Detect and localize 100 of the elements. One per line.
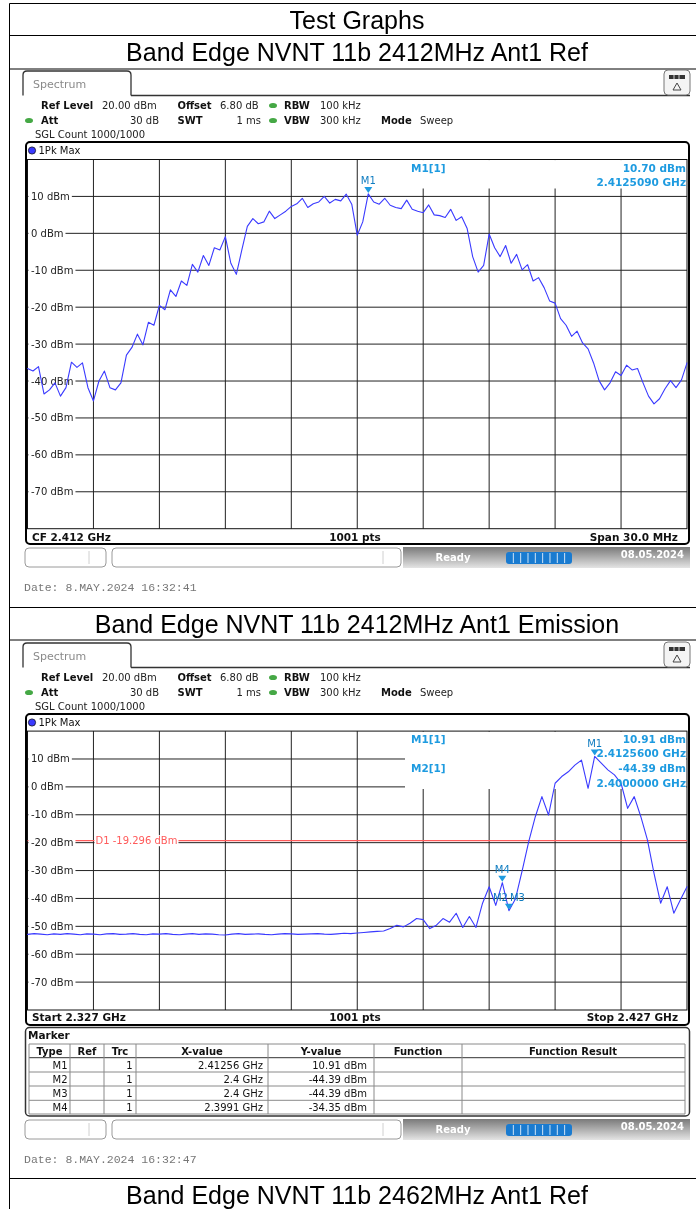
chart-subtitle: Band Edge NVNT 11b 2412MHz Ant1 Ref xyxy=(126,38,588,66)
y-tick-label: 0 dBm xyxy=(31,781,64,793)
text: X-value xyxy=(181,1045,224,1057)
text: 1 ms xyxy=(236,114,261,126)
text: 2.41256 GHz xyxy=(197,1059,263,1071)
text: 1 ms xyxy=(236,686,261,698)
text: Trc xyxy=(111,1045,129,1057)
text: 1001 pts xyxy=(329,1010,381,1023)
annotation: 10.91 dBm xyxy=(622,732,687,745)
text: Stop 2.427 GHz xyxy=(586,1010,678,1023)
text: 6.80 dB xyxy=(220,671,259,683)
text: Function Result xyxy=(529,1045,618,1057)
text: 20.00 dBm xyxy=(102,99,157,111)
text: 300 kHz xyxy=(320,114,361,126)
text: SWT xyxy=(177,686,203,698)
text: -44.39 dBm xyxy=(308,1088,367,1099)
text: SGL Count 1000/1000 xyxy=(35,700,145,712)
text: Start 2.327 GHz xyxy=(32,1010,126,1023)
y-tick-label: -70 dBm xyxy=(31,486,74,498)
text: Ready xyxy=(435,552,471,563)
chart-title: Band Edge NVNT 11b 2412MHz Ant1 Emission xyxy=(94,609,620,638)
annotation: M1 xyxy=(360,175,376,186)
text: VBW xyxy=(284,686,310,698)
text: SWT xyxy=(177,114,203,126)
text: Ref Level xyxy=(41,671,94,683)
y-tick-label: -20 dBm xyxy=(31,301,74,313)
annotation: -44.39 dBm xyxy=(618,762,687,774)
text: VBW xyxy=(284,114,310,126)
legend-label: 1Pk Max xyxy=(38,717,81,728)
text: 1 xyxy=(126,1088,133,1099)
text: 30 dB xyxy=(129,686,160,698)
text: Offset xyxy=(177,99,212,111)
text: 30 dB xyxy=(129,114,160,126)
text: Ready xyxy=(435,1124,471,1135)
legend-label: 1Pk Max xyxy=(38,145,81,156)
text: Y-value xyxy=(299,1045,342,1057)
text: M1 xyxy=(52,1059,68,1071)
annotation: M1 xyxy=(587,737,603,749)
text: Span 30.0 MHz xyxy=(589,530,678,543)
text: 1 xyxy=(126,1102,133,1113)
text: Att xyxy=(41,114,59,126)
text: 300 kHz xyxy=(320,686,361,698)
y-tick-label: -60 dBm xyxy=(31,948,74,960)
text: SGL Count 1000/1000 xyxy=(35,128,145,140)
text: Sweep xyxy=(420,114,454,126)
text: -34.35 dBm xyxy=(308,1102,367,1113)
text: Marker xyxy=(28,1029,71,1041)
annotation: M1[1] xyxy=(411,732,446,745)
text: CF 2.412 GHz xyxy=(32,530,111,543)
text: 2.3991 GHz xyxy=(204,1102,263,1113)
text: 10.91 dBm xyxy=(312,1059,367,1071)
annotation: 2.4125600 GHz xyxy=(596,747,686,759)
text: Band Edge NVNT 11b 2462MHz Ant1 Ref xyxy=(126,1180,588,1209)
text: Mode xyxy=(381,114,412,126)
text: Ref xyxy=(77,1045,98,1057)
text: 6.80 dB xyxy=(220,99,259,111)
y-tick-label: 0 dBm xyxy=(31,227,64,239)
annotation: M2[1] xyxy=(411,762,446,774)
text: M3 xyxy=(52,1088,68,1099)
text: 100 kHz xyxy=(320,99,361,111)
text: 08.05.2024 xyxy=(620,1120,685,1132)
text: Spectrum xyxy=(33,650,87,663)
y-tick-label: -20 dBm xyxy=(31,837,74,849)
y-tick-label: -30 dBm xyxy=(31,865,74,877)
text: Mode xyxy=(381,686,412,698)
y-tick-label: -10 dBm xyxy=(31,809,74,821)
annotation: 10.70 dBm xyxy=(622,161,687,174)
y-tick-label: -50 dBm xyxy=(31,920,74,932)
y-tick-label: -70 dBm xyxy=(31,976,74,988)
y-tick-label: -10 dBm xyxy=(31,264,74,276)
chart-title: Test Graphs xyxy=(289,5,425,34)
text: Date: 8.MAY.2024 16:32:41 xyxy=(24,581,197,594)
y-tick-label: -30 dBm xyxy=(31,338,74,350)
text: M4 xyxy=(52,1102,68,1113)
y-tick-label: 10 dBm xyxy=(31,753,70,765)
text: Sweep xyxy=(420,686,454,698)
text: Ref Level xyxy=(41,99,94,111)
text: Type xyxy=(36,1045,63,1057)
text: RBW xyxy=(284,671,310,683)
text: Function xyxy=(393,1045,443,1057)
text: 08.05.2024 xyxy=(620,548,685,560)
y-tick-label: -50 dBm xyxy=(31,412,74,424)
text: Spectrum xyxy=(33,78,87,91)
text: M2 xyxy=(52,1073,68,1085)
text: 1001 pts xyxy=(329,530,381,543)
y-tick-label: -40 dBm xyxy=(31,892,74,904)
text: 100 kHz xyxy=(320,671,361,683)
text: Att xyxy=(41,686,59,698)
text: 20.00 dBm xyxy=(102,671,157,683)
text: -44.39 dBm xyxy=(308,1073,367,1085)
text: Date: 8.MAY.2024 16:32:47 xyxy=(24,1153,197,1166)
annotation: M1[1] xyxy=(411,161,446,174)
text: RBW xyxy=(284,99,310,111)
text: 1 xyxy=(126,1073,133,1085)
text: Offset xyxy=(177,671,212,683)
annotation: 2.4125090 GHz xyxy=(596,175,686,188)
ref-line-label: D1 -19.296 dBm xyxy=(95,835,178,847)
y-tick-label: 10 dBm xyxy=(31,190,70,202)
text: 2.4 GHz xyxy=(223,1073,263,1085)
text: 1 xyxy=(126,1059,133,1071)
